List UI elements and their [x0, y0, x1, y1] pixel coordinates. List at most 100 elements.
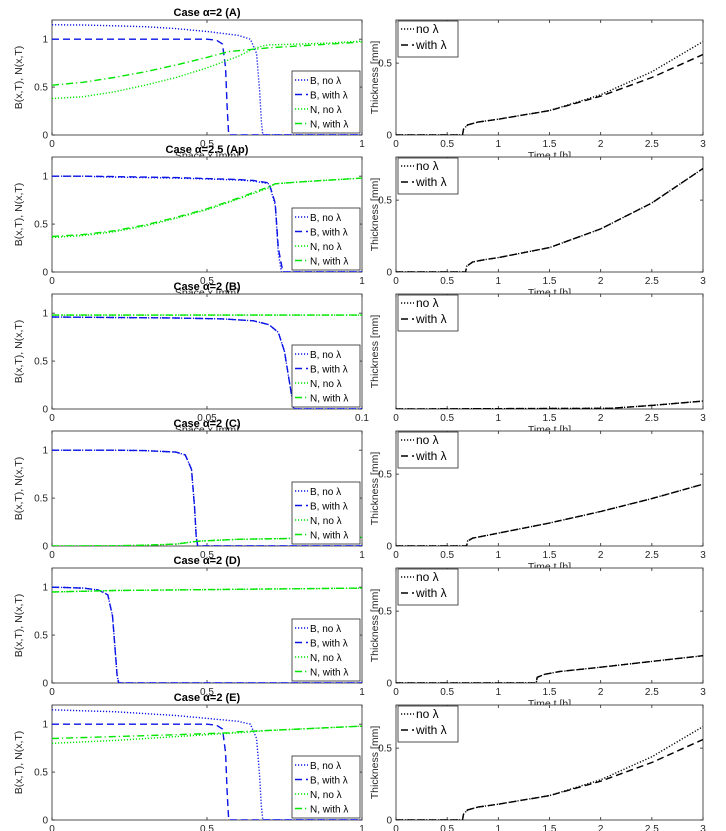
legend-label: N, with λ — [310, 257, 348, 268]
legend-label: N, with λ — [310, 394, 348, 405]
legend-label: no λ — [416, 707, 439, 721]
y-tick-label: 0.5 — [378, 607, 392, 618]
y-tick-label: 0 — [386, 679, 392, 690]
legend-label: N, no λ — [310, 516, 342, 527]
legend-box — [397, 431, 459, 469]
y-tick-label: 0 — [42, 405, 48, 416]
x-tick-label: 2 — [598, 413, 604, 424]
x-tick-label: 0 — [393, 824, 399, 831]
x-tick-label: 0.5 — [440, 687, 454, 698]
series-line-0 — [52, 175, 362, 272]
y-axis-label: B(x,T), N(x,T) — [13, 183, 25, 247]
y-axis-label: Thickness [mm] — [369, 452, 381, 526]
legend-label: B, no λ — [310, 624, 341, 635]
series-layer — [396, 167, 703, 272]
y-tick-label: 1 — [42, 309, 48, 320]
series-line-1 — [396, 53, 703, 135]
legend-box — [291, 481, 361, 545]
y-tick-label: 0 — [42, 679, 48, 690]
x-tick-label: 0.5 — [440, 276, 454, 287]
series-line-3 — [52, 177, 362, 238]
y-tick-label: 0 — [386, 131, 392, 142]
x-tick-label: 1 — [496, 824, 502, 831]
y-axis-label: B(x,T), N(x,T) — [13, 46, 25, 110]
chart-title: Case α=2 (C) — [174, 418, 241, 430]
chart-title: Case α=2 (B) — [174, 281, 241, 293]
x-tick-label: 3 — [700, 550, 706, 561]
x-tick-label: 0.5 — [440, 550, 454, 561]
series-line-1 — [52, 449, 362, 546]
legend-label: B, no λ — [310, 761, 341, 772]
y-tick-label: 0 — [42, 542, 48, 553]
x-tick-label: 0 — [49, 687, 55, 698]
y-tick-label: 1 — [42, 446, 48, 457]
series-line-0 — [52, 449, 362, 546]
series-layer — [396, 725, 703, 820]
x-tick-label: 0.5 — [440, 139, 454, 150]
x-tick-label: 1.5 — [543, 276, 557, 287]
x-tick-label: 2 — [598, 139, 604, 150]
y-tick-label: 1 — [42, 720, 48, 731]
series-line-1 — [52, 316, 362, 409]
legend-box — [291, 755, 361, 819]
legend-label: B, with λ — [310, 639, 348, 650]
y-tick-label: 0.5 — [34, 494, 48, 505]
legend-label: B, with λ — [310, 228, 348, 239]
series-line-1 — [396, 738, 703, 820]
x-tick-label: 3 — [700, 824, 706, 831]
series-line-2 — [52, 725, 362, 744]
legend-label: N, no λ — [310, 242, 342, 253]
y-tick-label: 0 — [386, 268, 392, 279]
legend-label: no λ — [416, 22, 439, 36]
y-tick-label: 1 — [42, 583, 48, 594]
legend-label: B, no λ — [310, 487, 341, 498]
legend-label: with λ — [415, 38, 447, 52]
x-tick-label: 3 — [700, 276, 706, 287]
x-tick-label: 1 — [496, 550, 502, 561]
x-tick-label: 0.05 — [197, 413, 217, 424]
series-layer — [396, 655, 703, 683]
x-tick-label: 1 — [359, 139, 365, 150]
series-line-3 — [52, 587, 362, 593]
x-tick-label: 1 — [496, 413, 502, 424]
legend-label: N, with λ — [310, 805, 348, 816]
y-axis-label: Thickness [mm] — [369, 726, 381, 800]
series-layer — [52, 449, 362, 546]
x-tick-label: 0.5 — [440, 824, 454, 831]
legend-box — [397, 20, 459, 58]
x-tick-label: 1 — [496, 687, 502, 698]
series-layer — [396, 483, 703, 546]
legend-label: no λ — [416, 159, 439, 173]
x-tick-label: 0 — [49, 550, 55, 561]
x-tick-label: 0 — [49, 276, 55, 287]
x-tick-label: 1.5 — [543, 139, 557, 150]
series-line-0 — [52, 709, 362, 820]
x-tick-label: 0.5 — [200, 276, 214, 287]
y-tick-label: 0.5 — [378, 744, 392, 755]
x-tick-label: 1.5 — [543, 824, 557, 831]
x-tick-label: 0.1 — [355, 413, 369, 424]
legend-label: with λ — [415, 175, 447, 189]
x-tick-label: 1.5 — [543, 413, 557, 424]
x-tick-label: 1 — [359, 276, 365, 287]
legend-label: with λ — [415, 723, 447, 737]
legend-box — [397, 294, 459, 332]
y-tick-label: 0.5 — [34, 220, 48, 231]
legend-box — [397, 705, 459, 743]
x-tick-label: 0 — [393, 139, 399, 150]
x-tick-label: 2 — [598, 550, 604, 561]
series-line-1 — [396, 400, 703, 409]
x-tick-label: 0 — [393, 687, 399, 698]
series-line-3 — [52, 41, 362, 86]
x-tick-label: 1.5 — [543, 687, 557, 698]
x-tick-label: 3 — [700, 413, 706, 424]
x-tick-label: 0.5 — [200, 824, 214, 831]
legend-label: B, with λ — [310, 365, 348, 376]
series-line-1 — [52, 586, 362, 683]
